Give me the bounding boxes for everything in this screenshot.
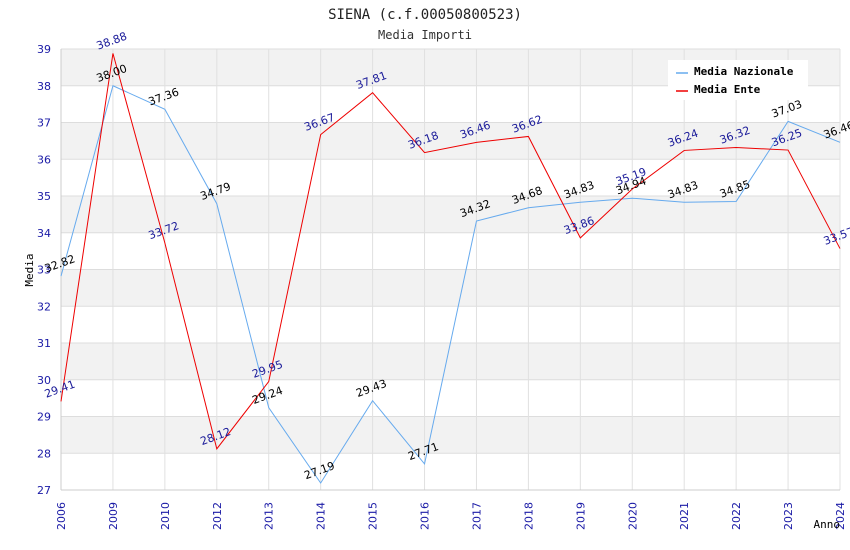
x-tick-label: 2015 [367, 502, 380, 530]
chart-subtitle: Media Importi [378, 28, 472, 42]
x-tick-label: 2009 [107, 502, 120, 530]
legend-label-ente: Media Ente [694, 83, 761, 96]
plot-band [61, 306, 840, 343]
y-tick-label: 38 [37, 80, 51, 93]
plot-band [61, 269, 840, 307]
plot-band [61, 379, 840, 417]
series-line-nazionale [60, 85, 841, 484]
y-tick-label: 39 [37, 43, 51, 56]
x-tick-label: 2014 [315, 502, 328, 530]
legend-label-nazionale: Media Nazionale [694, 65, 794, 78]
x-tick-label: 2024 [834, 502, 847, 530]
chart-title: SIENA (c.f.00050800523) [328, 7, 522, 23]
y-tick-label: 34 [37, 227, 51, 240]
y-tick-label: 33 [37, 264, 51, 277]
plot-band [61, 416, 840, 454]
y-axis-ticks: 27 28 29 30 31 32 33 34 35 36 37 38 39 [37, 43, 51, 497]
x-tick-label: 2017 [470, 502, 483, 530]
x-axis-label: Anno [814, 518, 841, 531]
x-tick-label: 2013 [263, 502, 276, 530]
plot-band [61, 232, 840, 270]
series-line-ente [60, 53, 841, 450]
plot-band [61, 453, 840, 490]
legend-box [668, 60, 808, 100]
plot-band [61, 122, 840, 160]
y-tick-label: 30 [37, 374, 51, 387]
y-tick-label: 36 [37, 153, 51, 166]
plot-background-bands [61, 49, 840, 490]
y-tick-label: 27 [37, 484, 51, 497]
y-tick-label: 32 [37, 300, 51, 313]
x-tick-label: 2018 [522, 502, 535, 530]
x-tick-label: 2019 [574, 502, 587, 530]
x-tick-label: 2021 [678, 502, 691, 530]
gridlines [60, 48, 841, 491]
plot-band [61, 159, 840, 196]
legend: Media Nazionale Media Ente [668, 60, 808, 100]
y-axis-label: Media [23, 253, 36, 286]
x-tick-label: 2023 [782, 502, 795, 530]
y-tick-label: 35 [37, 190, 51, 203]
x-axis-ticks: 2006 2009 2010 2012 2013 2014 2015 2016 2017 2018… [55, 502, 847, 530]
x-tick-label: 2010 [159, 502, 172, 530]
y-tick-label: 37 [37, 117, 51, 130]
x-tick-label: 2006 [55, 502, 68, 530]
x-tick-label: 2012 [211, 502, 224, 530]
y-tick-label: 28 [37, 447, 51, 460]
x-tick-label: 2016 [419, 502, 432, 530]
x-tick-label: 2022 [730, 502, 743, 530]
plot-band [61, 343, 840, 380]
y-tick-label: 29 [37, 411, 51, 424]
series-lines [60, 53, 841, 484]
x-tick-label: 2020 [626, 502, 639, 530]
y-tick-label: 31 [37, 337, 51, 350]
